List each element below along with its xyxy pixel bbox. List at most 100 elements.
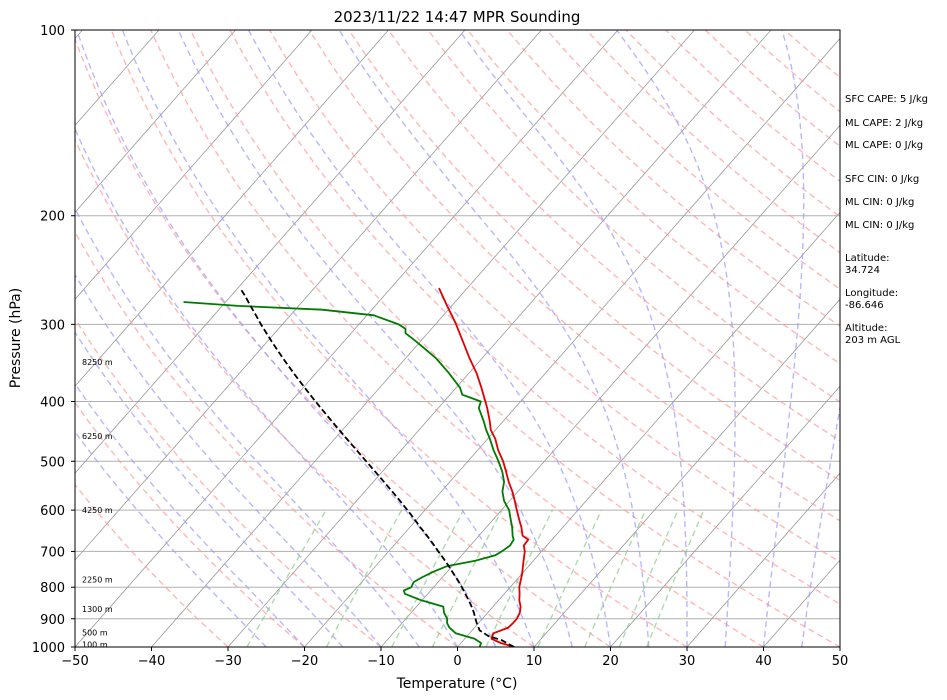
moist-adiabat-line (75, 330, 344, 647)
x-tick-label: −40 (138, 654, 165, 669)
y-tick-label: 900 (40, 613, 65, 628)
x-tick-label: −20 (291, 654, 318, 669)
moist-adiabat-line (121, 30, 535, 647)
y-tick-label: 1000 (32, 641, 65, 656)
chart-title: 2023/11/22 14:47 MPR Sounding (334, 8, 581, 26)
mixing-ratio-line (431, 509, 503, 647)
isotherm-line (0, 30, 6, 647)
annotation-text: 34.724 (845, 265, 880, 276)
moist-adiabat-line (177, 30, 573, 647)
isotherm-line (533, 298, 840, 647)
y-tick-label: 600 (40, 504, 65, 519)
moist-adiabat-line (247, 30, 612, 647)
x-tick-label: 10 (526, 654, 543, 669)
dry-adiabat-line (150, 30, 764, 647)
height-label: 2250 m (82, 576, 113, 585)
y-tick-label: 700 (40, 545, 65, 560)
height-labels: 100 m 500 m 1300 m 2250 m 4250 m 6250 m 8250 m (82, 358, 113, 649)
isotherm-line (457, 211, 840, 647)
moist-adiabat-line (75, 430, 267, 647)
dry-adiabat-line (75, 138, 535, 647)
dry-adiabat-line (427, 30, 840, 403)
moist-adiabat-line (801, 403, 840, 647)
annotation-text: Latitude: (845, 253, 890, 264)
mixing-ratio-line (391, 509, 465, 647)
x-tick-label: 40 (755, 654, 772, 669)
height-label: 6250 m (82, 432, 113, 441)
series-layer (183, 287, 530, 647)
y-tick-label: 400 (40, 395, 65, 410)
x-tick-label: 30 (679, 654, 696, 669)
x-tick-label: 50 (832, 654, 849, 669)
dry-adiabat-line (387, 30, 840, 442)
moist-adiabat-line (75, 207, 420, 647)
isotherm-line (304, 37, 840, 647)
height-label: 500 m (82, 629, 108, 638)
x-tick-label: 0 (453, 654, 461, 669)
isotherm-line (686, 472, 840, 647)
annotation-text: ML CAPE: 2 J/kg (845, 118, 923, 129)
isotherm-line (75, 30, 313, 300)
temperature-line (438, 287, 530, 647)
height-label: 100 m (82, 640, 108, 649)
annotation-text: -86.646 (845, 300, 884, 311)
moist-adiabat-line (616, 30, 736, 647)
moist-adiabat-line (458, 30, 688, 647)
height-label: 4250 m (82, 506, 113, 515)
mixing-ratio-line (645, 509, 705, 647)
y-tick-label: 800 (40, 581, 65, 596)
axis-ticks: −50 −40 −30 −20 −10 0 10 20 30 40 50 100 200 300 400 50… (32, 24, 848, 669)
dry-adiabat-line (546, 30, 840, 290)
annotation-text: Altitude: (845, 323, 887, 334)
dry-adiabat-line (75, 230, 458, 647)
moist-adiabat-line (76, 30, 497, 647)
x-tick-label: −50 (61, 654, 88, 669)
dry-adiabat-line (75, 483, 229, 647)
y-tick-label: 300 (40, 318, 65, 333)
y-axis-label: Pressure (hPa) (8, 288, 24, 388)
mixing-ratio-line (485, 509, 554, 647)
dry-adiabat-line (75, 401, 305, 647)
dry-adiabat-line (268, 30, 840, 563)
annotation-text: ML CAPE: 0 J/kg (845, 140, 923, 151)
annotation-text: SFC CAPE: 5 J/kg (845, 94, 928, 105)
dry-adiabat-line (110, 30, 688, 647)
x-tick-label: 20 (602, 654, 619, 669)
moist-adiabat-line (338, 30, 650, 647)
x-tick-label: −30 (214, 654, 241, 669)
isotherm-line (380, 124, 840, 647)
dry-adiabat-line (75, 37, 611, 647)
plot-frame (74, 29, 841, 648)
moist-adiabat-line (762, 30, 805, 647)
y-tick-label: 500 (40, 455, 65, 470)
x-tick-label: −10 (367, 654, 394, 669)
y-tick-label: 100 (40, 24, 65, 39)
dry-adiabat-line (189, 30, 840, 647)
isotherm-line (610, 385, 840, 647)
moist-adiabat-line (75, 273, 382, 647)
isotherm-line (75, 30, 619, 647)
dry-adiabat-line (308, 30, 840, 522)
height-label: 8250 m (82, 358, 113, 367)
background-lines (0, 30, 840, 647)
parcel-line (239, 287, 515, 647)
y-tick-label: 200 (40, 210, 65, 225)
isotherm-line (75, 30, 236, 213)
annotation-panel: SFC CAPE: 5 J/kg ML CAPE: 2 J/kg ML CAPE: … (845, 94, 928, 346)
isotherm-line (227, 30, 772, 647)
dry-adiabat-line (229, 30, 840, 605)
isotherm-line (75, 30, 466, 474)
isotherm-line (151, 30, 695, 647)
dewpoint-line (183, 301, 515, 647)
annotation-text: Longitude: (845, 288, 898, 299)
moist-adiabat-line (75, 382, 305, 647)
mixing-ratio-line (246, 509, 327, 647)
isotherm-line (75, 30, 389, 387)
mixing-ratio-line (325, 509, 403, 647)
annotation-text: ML CIN: 0 J/kg (845, 220, 914, 231)
annotation-text: ML CIN: 0 J/kg (845, 197, 914, 208)
dry-adiabat-line (348, 30, 840, 482)
mixing-ratio-line (537, 509, 603, 647)
